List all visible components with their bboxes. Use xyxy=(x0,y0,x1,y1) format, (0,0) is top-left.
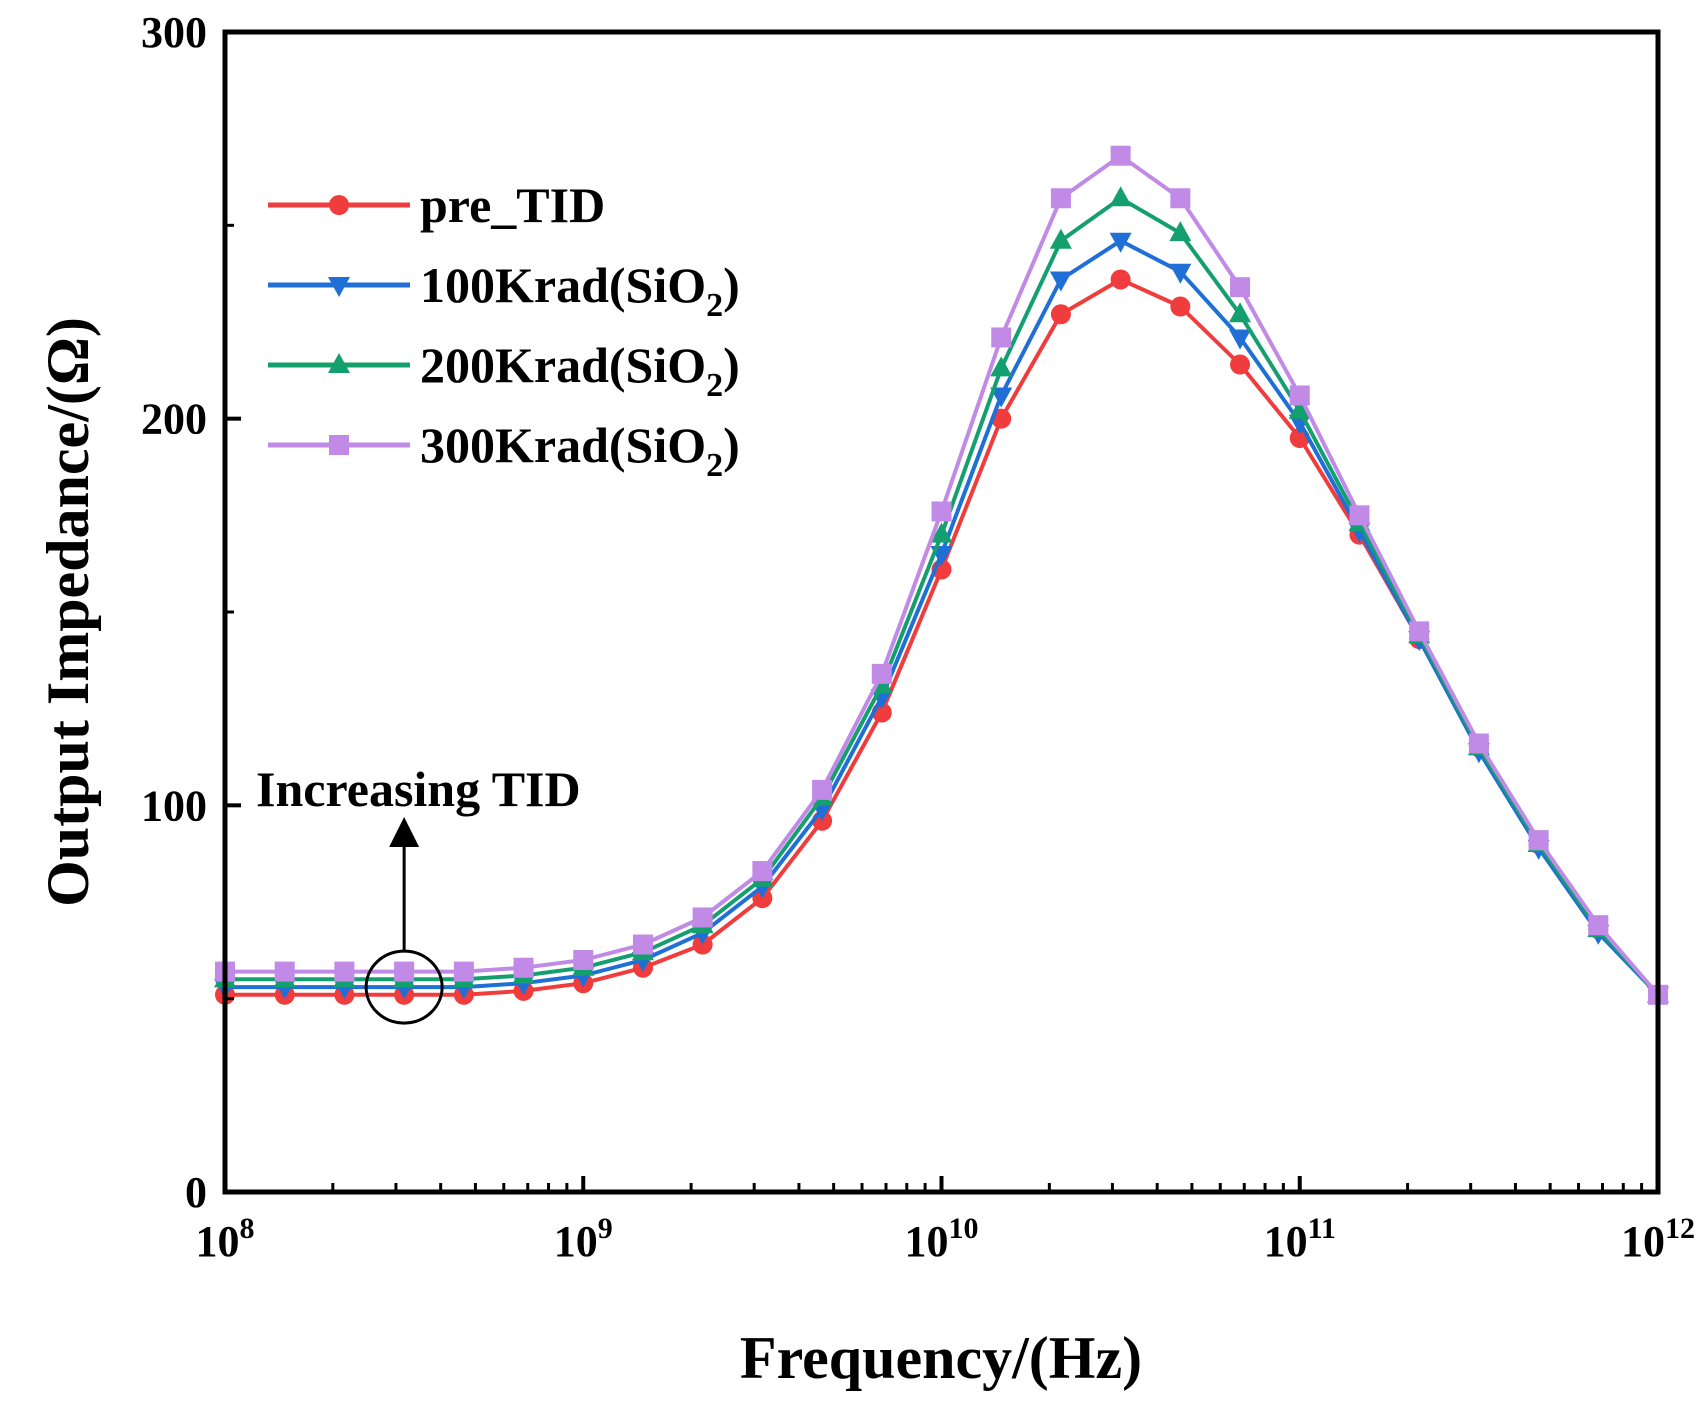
data-point xyxy=(334,961,355,982)
data-point xyxy=(1230,354,1251,375)
data-point xyxy=(1468,733,1489,754)
annotation-text: Increasing TID xyxy=(256,761,581,817)
data-point xyxy=(274,961,295,982)
data-point xyxy=(394,961,415,982)
x-axis-title: Frequency/(Hz) xyxy=(740,1325,1142,1391)
legend-item: 300Krad(SiO2) xyxy=(268,417,740,484)
data-point xyxy=(1049,271,1072,292)
data-point xyxy=(1288,398,1311,419)
legend-swatch-marker xyxy=(328,353,350,373)
data-point xyxy=(1109,186,1132,207)
legend-label: 100Krad(SiO2) xyxy=(420,257,740,324)
x-tick-label: 109 xyxy=(554,1212,613,1266)
axis-layer: 0 100 200 300 108 109 1010 1011 1012 xyxy=(141,8,1695,1266)
data-point xyxy=(1170,296,1191,317)
legend-item: pre_TID xyxy=(268,177,605,233)
data-point xyxy=(1110,269,1131,290)
legend-label: 200Krad(SiO2) xyxy=(420,337,740,404)
data-point xyxy=(1230,277,1251,298)
data-point xyxy=(812,779,833,800)
data-point xyxy=(632,934,653,955)
data-point xyxy=(1349,505,1370,526)
data-point xyxy=(1050,188,1071,209)
data-point xyxy=(1169,221,1192,242)
series-line xyxy=(225,196,1660,997)
legend-item: 100Krad(SiO2) xyxy=(268,257,740,324)
legend-item: 200Krad(SiO2) xyxy=(268,337,740,404)
annotation: Increasing TID xyxy=(256,761,581,1025)
data-point xyxy=(1109,232,1132,253)
data-point xyxy=(1049,228,1072,249)
data-point xyxy=(991,327,1012,348)
legend-swatch-marker xyxy=(329,435,349,455)
data-point xyxy=(930,522,953,543)
y-tick-label: 0 xyxy=(185,1168,207,1217)
data-point xyxy=(1528,830,1549,851)
data-point xyxy=(1110,145,1131,166)
x-tick-label: 108 xyxy=(196,1212,255,1266)
legend-swatch-marker xyxy=(329,195,349,215)
x-tick-label: 1012 xyxy=(1621,1212,1695,1266)
data-point xyxy=(1170,188,1191,209)
legend-label: pre_TID xyxy=(420,177,605,233)
series-300krad-sio2- xyxy=(215,145,1668,1005)
y-tick-label: 100 xyxy=(141,781,207,830)
x-tick-label: 1011 xyxy=(1264,1212,1336,1266)
data-point xyxy=(1409,621,1430,642)
series-layer xyxy=(214,145,1669,1007)
data-point xyxy=(692,907,713,928)
data-point xyxy=(1050,304,1071,325)
x-tick-label: 1010 xyxy=(905,1212,979,1266)
data-point xyxy=(931,501,952,522)
data-point xyxy=(453,961,474,982)
data-point xyxy=(1229,302,1252,323)
legend-label: 300Krad(SiO2) xyxy=(420,417,740,484)
data-point xyxy=(513,957,534,978)
y-axis-title: Output Impedance/(Ω) xyxy=(35,317,101,907)
data-point xyxy=(1169,263,1192,284)
y-tick-label: 200 xyxy=(141,395,207,444)
data-point xyxy=(990,356,1013,377)
legend-swatch-marker xyxy=(328,277,350,297)
data-point xyxy=(573,950,594,970)
data-point xyxy=(1289,385,1310,406)
data-point xyxy=(1588,915,1609,936)
data-point xyxy=(871,663,892,684)
data-point xyxy=(990,387,1013,408)
data-point xyxy=(752,861,773,882)
legend: pre_TID 100Krad(SiO2) 200Krad(SiO2) 300Krad… xyxy=(268,177,740,484)
data-point xyxy=(1229,329,1252,350)
y-tick-label: 300 xyxy=(141,8,207,57)
